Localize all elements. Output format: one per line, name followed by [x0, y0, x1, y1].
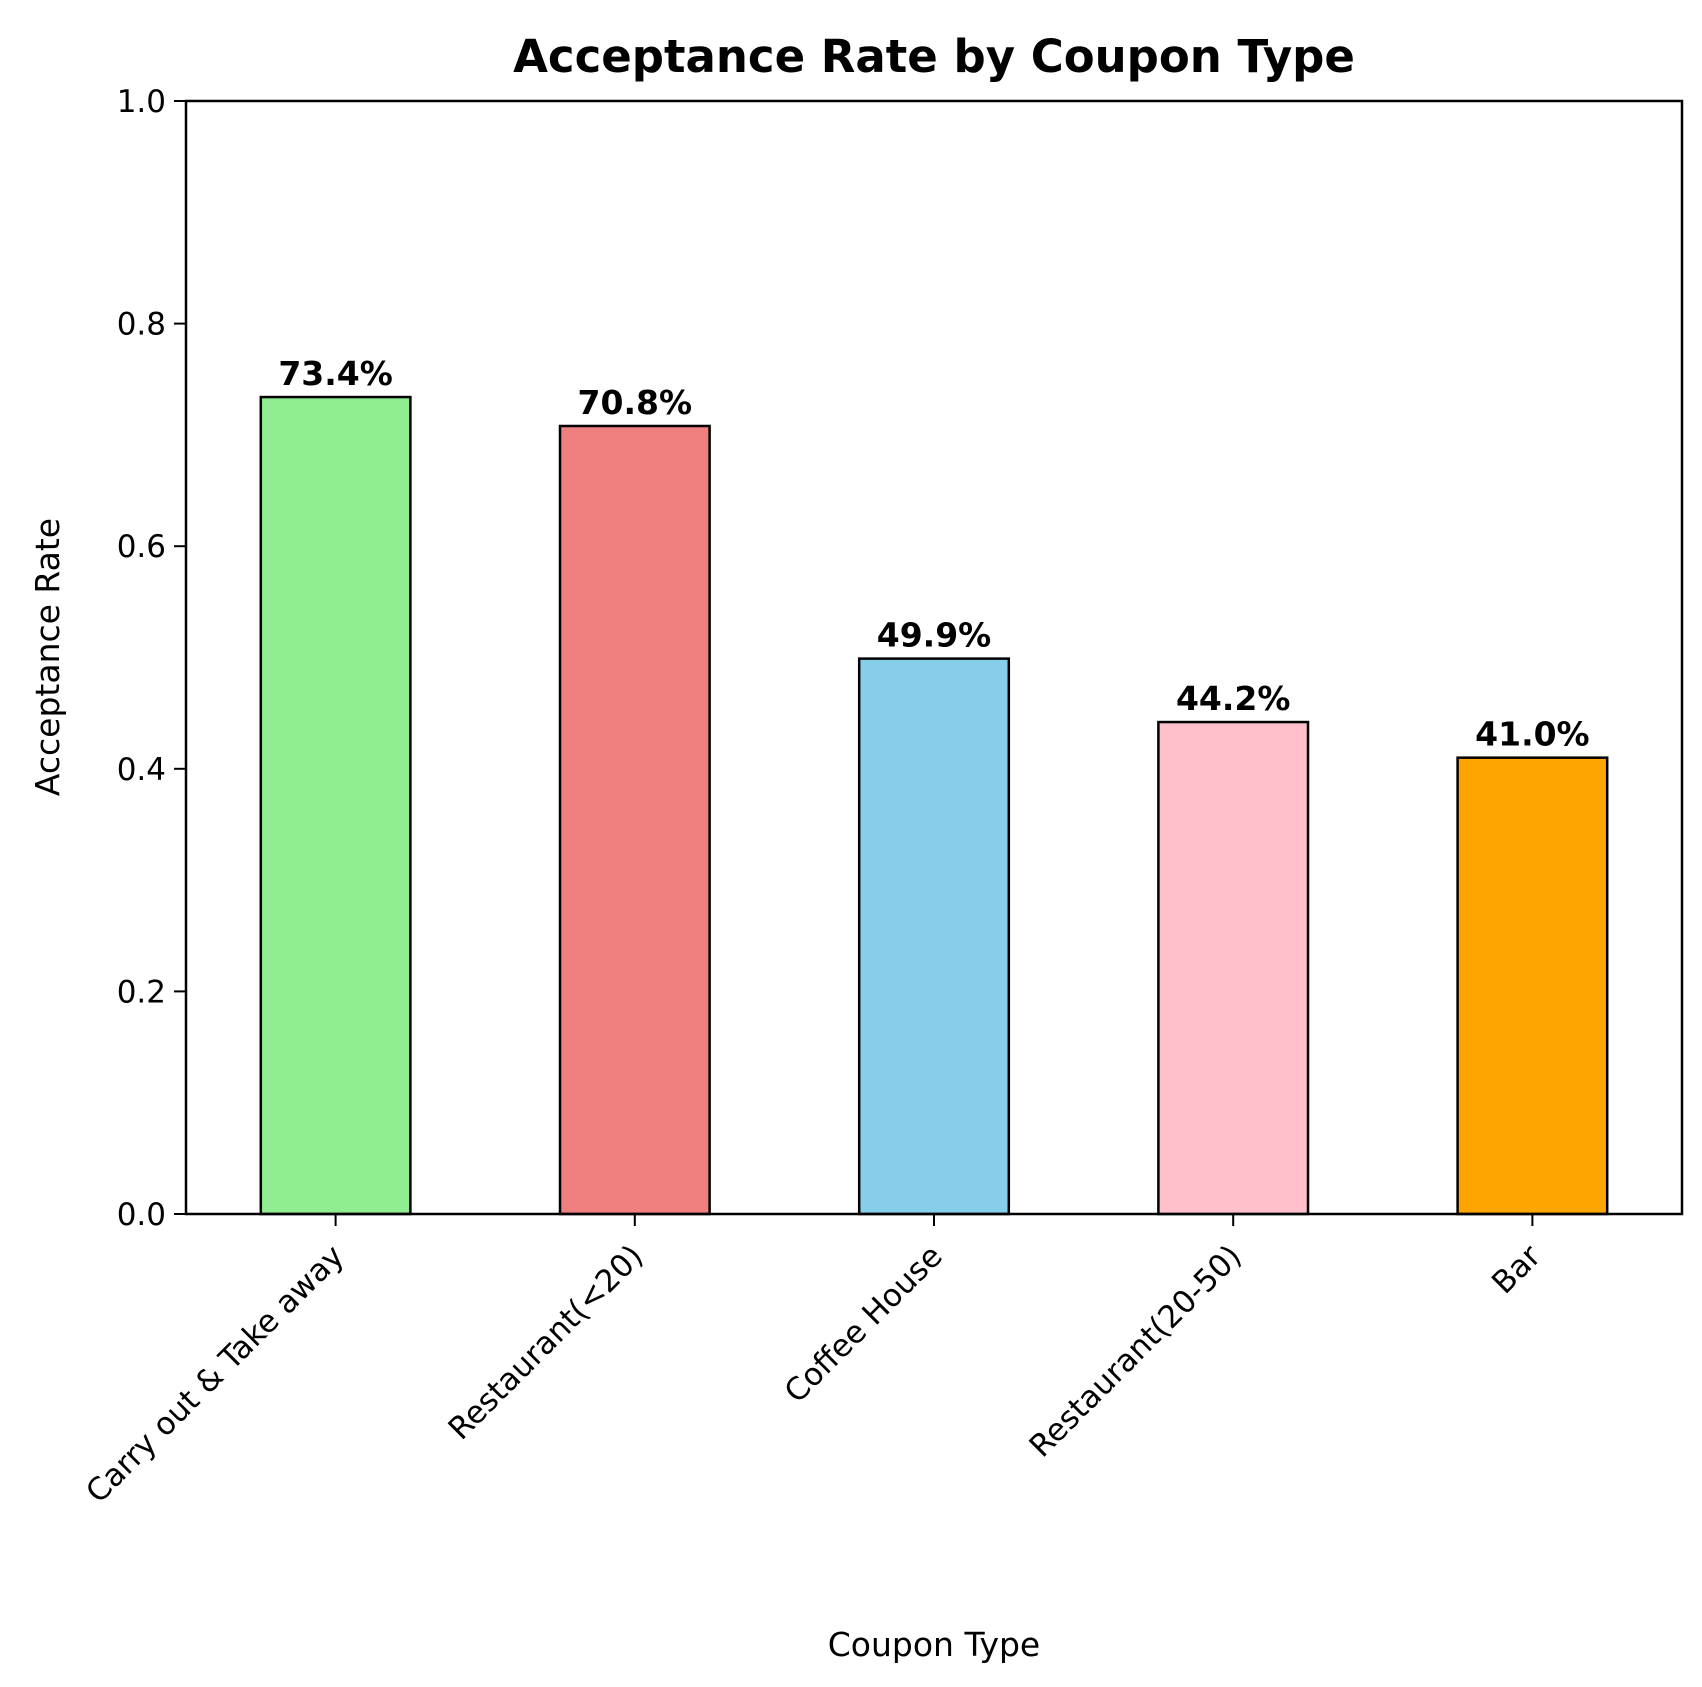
bar-0 [259, 395, 412, 1216]
chart-title: Acceptance Rate by Coupon Type [513, 30, 1355, 83]
y-tick-label: 0.4 [117, 752, 166, 788]
bar-value-label: 49.9% [877, 616, 992, 655]
x-tick-label: Bar [1485, 1238, 1548, 1301]
x-tick-label: Coffee House [778, 1238, 950, 1410]
bar-3 [1157, 720, 1310, 1216]
bar-1 [558, 424, 711, 1216]
bar-value-label: 73.4% [278, 354, 393, 393]
y-tick-label: 0.2 [117, 974, 166, 1010]
y-axis-label: Acceptance Rate [28, 518, 67, 796]
y-tick-label: 0.6 [117, 529, 166, 565]
y-tick-label: 0.0 [117, 1197, 166, 1233]
plot-area: 73.4% 70.8% 49.9% 44.2% 41.0% [259, 354, 1609, 1216]
x-tick-label: Restaurant(20-50) [1023, 1238, 1249, 1464]
y-axis: 0.0 0.2 0.4 0.6 0.8 1.0 [117, 84, 186, 1233]
bar-4 [1456, 756, 1609, 1216]
x-axis: Carry out & Take away Restaurant(<20) Coff… [79, 1214, 1548, 1510]
x-axis-label: Coupon Type [828, 1625, 1041, 1664]
y-tick-label: 1.0 [117, 84, 166, 120]
bar-value-label: 44.2% [1176, 679, 1291, 718]
x-tick-label: Restaurant(<20) [442, 1238, 651, 1447]
bar-value-label: 41.0% [1475, 715, 1590, 754]
x-tick-label: Carry out & Take away [79, 1238, 351, 1510]
bar-value-label: 70.8% [578, 383, 693, 422]
bar-2 [857, 657, 1011, 1216]
y-tick-label: 0.8 [117, 307, 166, 343]
